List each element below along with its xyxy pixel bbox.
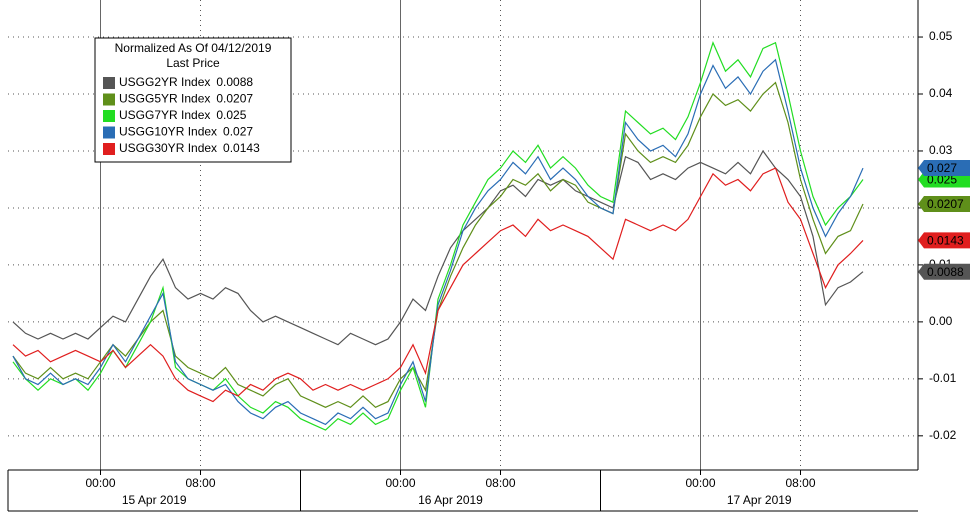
- x-tick-label: 08:00: [485, 476, 515, 490]
- value-tag-label: 0.025: [927, 173, 957, 187]
- date-label: 15 Apr 2019: [122, 493, 187, 507]
- x-tick-label: 00:00: [385, 476, 415, 490]
- series-line: [12, 40, 864, 431]
- value-tag-label: 0.027: [927, 161, 957, 175]
- value-tag: [918, 195, 970, 212]
- value-tag: [918, 232, 970, 249]
- legend-name: USGG2YR Index: [119, 75, 210, 89]
- legend-last: 0.025: [216, 108, 246, 122]
- x-tick-label: 08:00: [185, 476, 215, 490]
- legend-label: USGG2YR Index 0.0088: [119, 75, 253, 89]
- series-line: [12, 167, 864, 403]
- legend-name: USGG30YR Index: [119, 141, 217, 155]
- legend-swatch: [103, 143, 115, 155]
- value-tag-label: 0.0207: [927, 197, 964, 211]
- legend-subtitle: Last Price: [166, 56, 220, 70]
- y-tick-label: 0.04: [929, 86, 953, 100]
- x-tick-label: 08:00: [785, 476, 815, 490]
- legend-label: USGG10YR Index 0.027: [119, 125, 253, 139]
- x-tick-label: 00:00: [685, 476, 715, 490]
- legend-label: USGG30YR Index 0.0143: [119, 141, 260, 155]
- legend-name: USGG10YR Index: [119, 125, 217, 139]
- y-tick-label: 0.00: [929, 314, 953, 328]
- legend-swatch: [103, 93, 115, 106]
- legend-swatch: [103, 77, 115, 89]
- legend-last: 0.0207: [216, 92, 253, 106]
- x-tick-label: 00:00: [85, 476, 115, 490]
- legend-title: Normalized As Of 04/12/2019: [115, 41, 272, 55]
- value-tag: [918, 160, 970, 177]
- legend-last: 0.027: [223, 125, 253, 139]
- series-line: [12, 58, 864, 426]
- y-tick-label: -0.01: [929, 371, 957, 385]
- legend-name: USGG5YR Index: [119, 92, 210, 106]
- legend-label: USGG5YR Index 0.0207: [119, 92, 253, 106]
- value-tag-label: 0.0088: [927, 265, 964, 279]
- legend-box: [94, 37, 292, 163]
- y-tick-label: 0.05: [929, 29, 953, 43]
- legend-name: USGG7YR Index: [119, 108, 210, 122]
- legend-swatch: [103, 110, 115, 122]
- value-tag-label: 0.0143: [927, 234, 964, 248]
- date-label: 16 Apr 2019: [418, 493, 483, 507]
- y-tick-label: -0.02: [929, 428, 957, 442]
- legend-swatch: [103, 126, 115, 139]
- legend-label: USGG7YR Index 0.025: [119, 108, 247, 122]
- series-line: [12, 149, 864, 346]
- date-label: 17 Apr 2019: [727, 493, 792, 507]
- legend-last: 0.0088: [216, 75, 253, 89]
- legend-last: 0.0143: [223, 141, 260, 155]
- y-tick-label: 0.03: [929, 143, 953, 157]
- value-tag: [918, 263, 970, 280]
